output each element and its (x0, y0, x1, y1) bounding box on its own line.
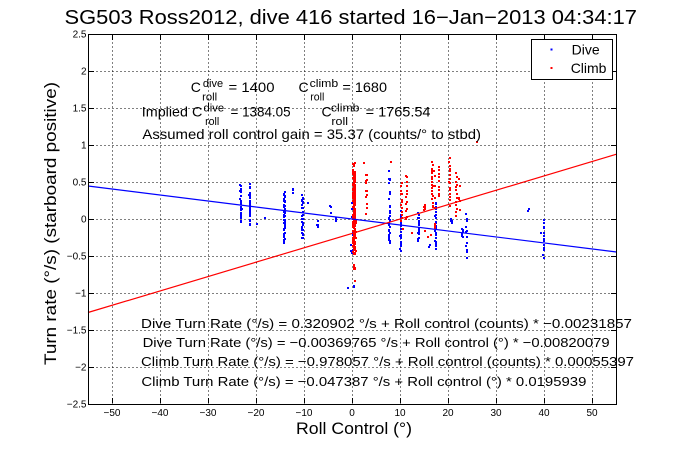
svg-text:−30: −30 (200, 408, 217, 419)
svg-text:0.5: 0.5 (73, 178, 87, 189)
svg-text:Dive Turn Rate (°/s) = −0.0036: Dive Turn Rate (°/s) = −0.00369765 °/s +… (143, 335, 610, 350)
svg-text:30: 30 (490, 408, 502, 419)
svg-text:−2: −2 (75, 363, 87, 374)
svg-text:climb: climb (310, 78, 339, 90)
svg-text:dive: dive (204, 103, 225, 115)
svg-text:−40: −40 (152, 408, 169, 419)
svg-text:−20: −20 (248, 408, 265, 419)
svg-text:Turn rate (°/s) (starboard pos: Turn rate (°/s) (starboard positive) (41, 82, 60, 365)
svg-text:C: C (299, 79, 309, 95)
svg-text:−1: −1 (75, 289, 87, 300)
svg-text:SG503 Ross2012, dive 416 start: SG503 Ross2012, dive 416 started 16−Jan−… (65, 7, 638, 29)
svg-text:roll: roll (310, 92, 324, 104)
svg-text:roll: roll (331, 116, 348, 128)
svg-text:= 1680: = 1680 (342, 79, 387, 95)
svg-text:Assumed roll control gain = 35: Assumed roll control gain = 35.37 (count… (142, 126, 481, 142)
svg-text:−10: −10 (296, 408, 313, 419)
svg-text:dive: dive (203, 78, 223, 90)
svg-text:0: 0 (81, 215, 87, 226)
svg-text:1.5: 1.5 (73, 104, 87, 115)
svg-text:= 1400: = 1400 (229, 79, 275, 95)
svg-text:2.5: 2.5 (73, 30, 87, 41)
svg-text:climb: climb (331, 103, 360, 115)
svg-text:0: 0 (349, 408, 355, 419)
svg-text:Implied C: Implied C (142, 104, 203, 120)
svg-text:10: 10 (394, 408, 406, 419)
svg-text:Dive: Dive (572, 41, 600, 57)
svg-text:−1.5: −1.5 (67, 326, 87, 337)
svg-text:Dive Turn Rate (°/s) = 0.32090: Dive Turn Rate (°/s) = 0.320902 °/s + Ro… (141, 316, 632, 331)
svg-text:Climb Turn Rate (°/s) = −0.978: Climb Turn Rate (°/s) = −0.978057 °/s + … (141, 354, 634, 369)
svg-text:−0.5: −0.5 (67, 252, 87, 263)
svg-text:Climb: Climb (571, 60, 607, 76)
svg-text:−50: −50 (104, 408, 121, 419)
svg-text:40: 40 (538, 408, 550, 419)
svg-text:50: 50 (586, 408, 598, 419)
svg-text:2: 2 (81, 67, 87, 78)
svg-text:roll: roll (205, 116, 219, 128)
svg-text:C: C (191, 79, 201, 95)
svg-text:Roll Control (°): Roll Control (°) (296, 419, 412, 438)
svg-text:Climb Turn Rate (°/s) = −0.047: Climb Turn Rate (°/s) = −0.047387 °/s + … (141, 374, 586, 389)
svg-text:= 1765.54: = 1765.54 (366, 104, 431, 120)
svg-text:20: 20 (442, 408, 454, 419)
svg-text:roll: roll (202, 92, 217, 104)
svg-text:= 1384.05: = 1384.05 (231, 104, 291, 120)
svg-text:−2.5: −2.5 (67, 400, 87, 411)
svg-text:1: 1 (81, 141, 87, 152)
svg-text:C: C (322, 104, 332, 120)
